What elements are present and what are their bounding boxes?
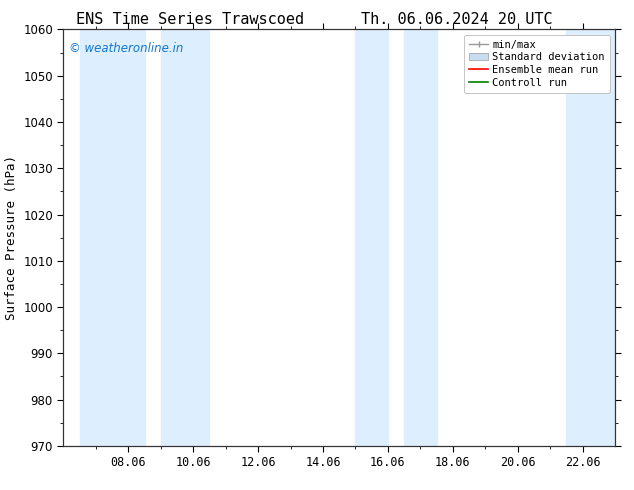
Legend: min/max, Standard deviation, Ensemble mean run, Controll run: min/max, Standard deviation, Ensemble me… [464, 35, 610, 93]
Bar [404, 29, 437, 446]
Bar [566, 29, 615, 446]
Y-axis label: Surface Pressure (hPa): Surface Pressure (hPa) [4, 155, 18, 320]
Text: ENS Time Series Trawscoed: ENS Time Series Trawscoed [76, 12, 304, 27]
Text: © weatheronline.in: © weatheronline.in [69, 42, 183, 55]
Bar [356, 29, 388, 446]
Text: Th. 06.06.2024 20 UTC: Th. 06.06.2024 20 UTC [361, 12, 552, 27]
Bar [161, 29, 209, 446]
Bar [80, 29, 145, 446]
